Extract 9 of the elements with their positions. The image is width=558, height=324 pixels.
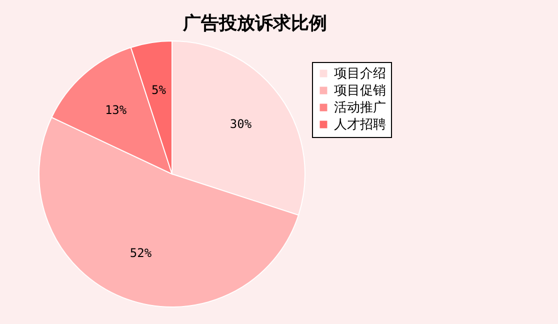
data-label: 13% bbox=[104, 103, 128, 118]
data-label: 52% bbox=[130, 246, 152, 260]
data-label: 30% bbox=[230, 117, 252, 132]
chart-title: 广告投放诉求比例 bbox=[182, 13, 327, 34]
legend-label: 项目介绍 bbox=[334, 66, 386, 82]
legend-label: 人才招聘 bbox=[334, 118, 386, 132]
legend-label: 活动推广 bbox=[334, 100, 386, 116]
data-label: 5% bbox=[151, 83, 167, 98]
legend-label: 项目促销 bbox=[334, 84, 386, 98]
